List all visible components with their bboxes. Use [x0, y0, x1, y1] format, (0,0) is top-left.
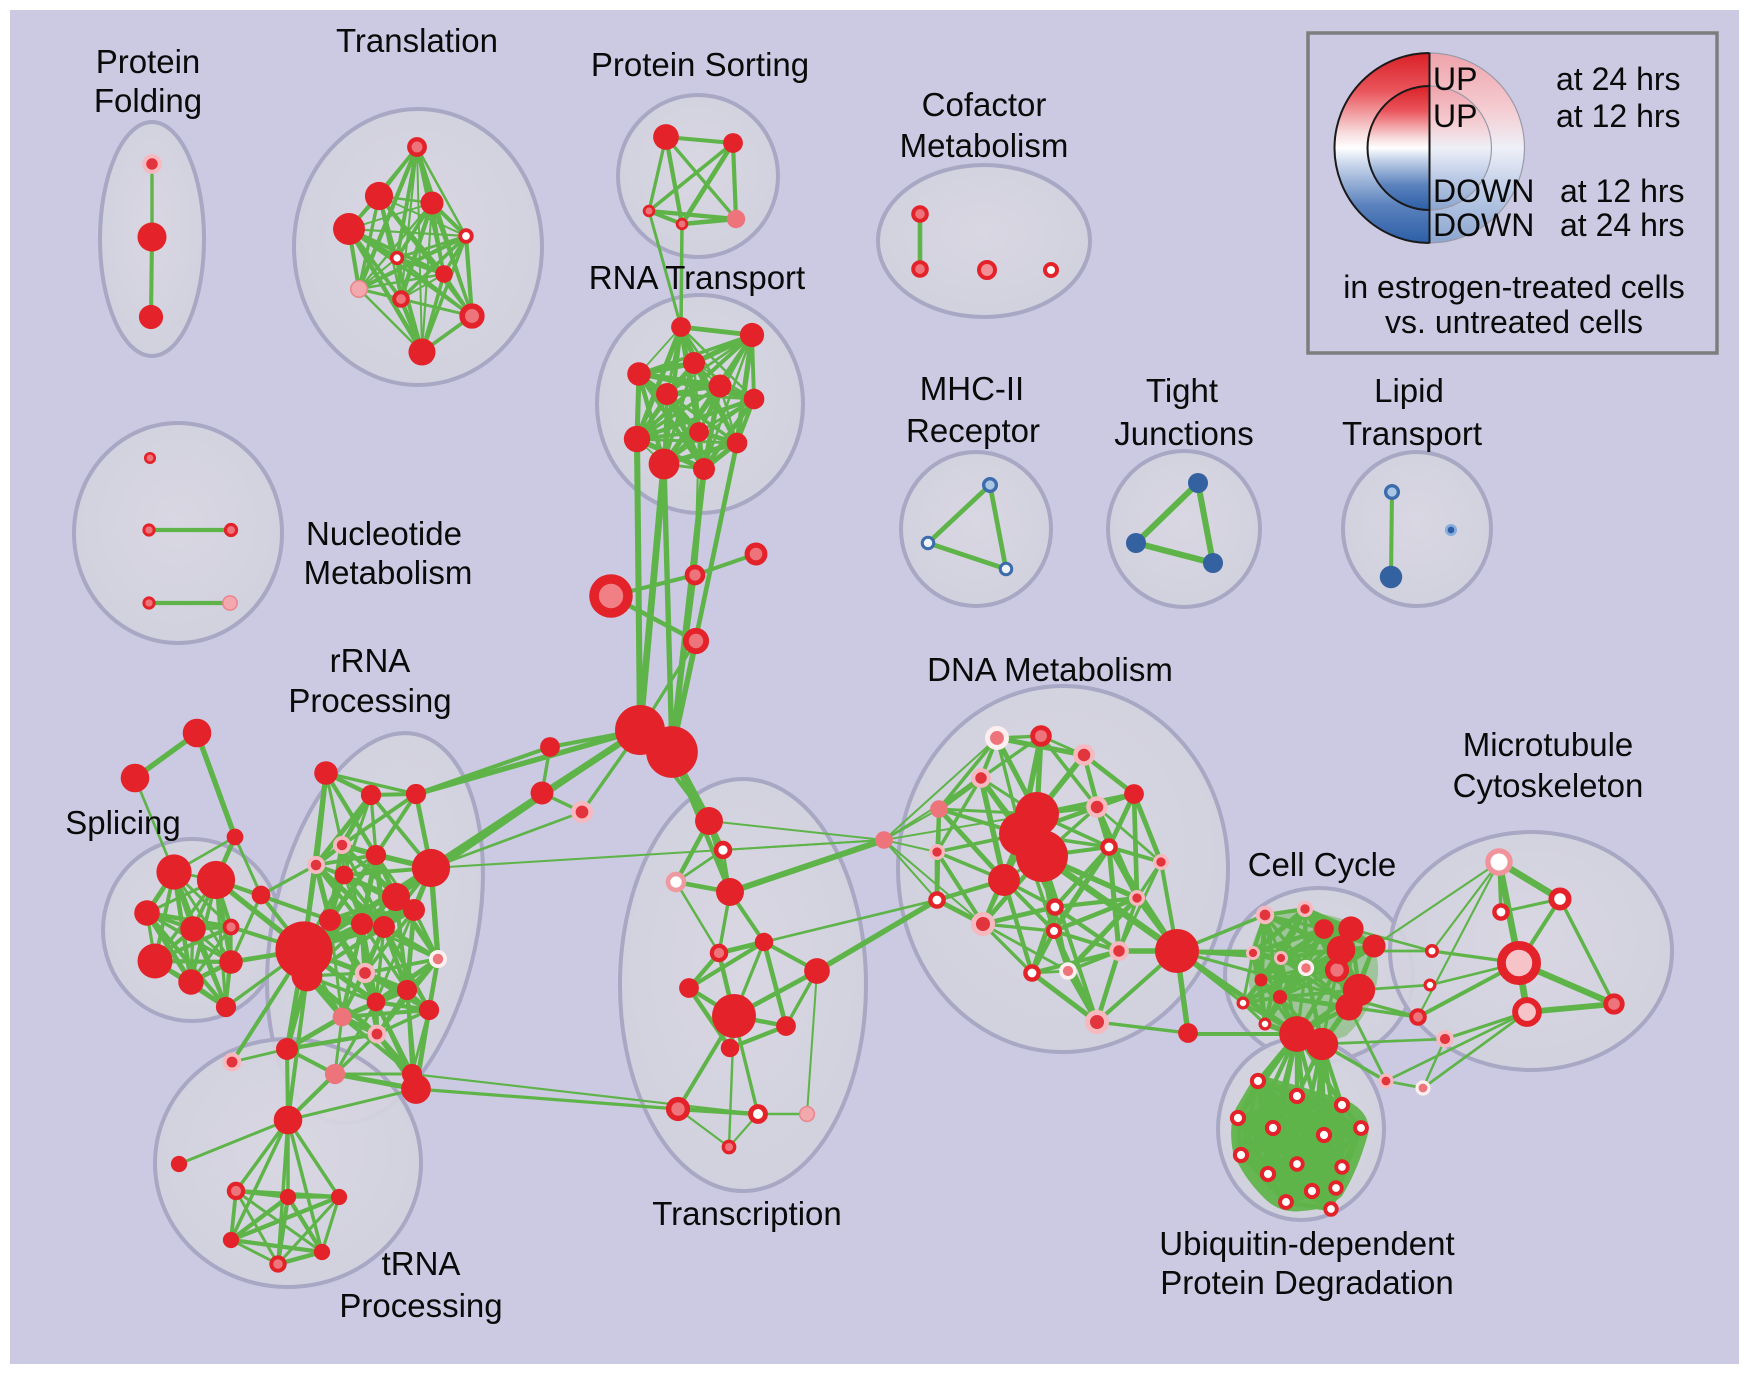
svg-text:at 24 hrs: at 24 hrs — [1560, 207, 1685, 243]
svg-text:Processing: Processing — [339, 1287, 502, 1324]
svg-text:UP: UP — [1433, 61, 1477, 97]
svg-text:vs. untreated cells: vs. untreated cells — [1385, 304, 1643, 340]
svg-text:Transcription: Transcription — [652, 1195, 842, 1232]
svg-text:in estrogen-treated cells: in estrogen-treated cells — [1343, 269, 1685, 305]
svg-text:Microtubule: Microtubule — [1463, 726, 1634, 763]
svg-text:Tight: Tight — [1146, 372, 1218, 409]
svg-text:Nucleotide: Nucleotide — [306, 515, 462, 552]
svg-text:Metabolism: Metabolism — [304, 554, 473, 591]
svg-text:RNA Transport: RNA Transport — [589, 259, 805, 296]
svg-text:Protein: Protein — [96, 43, 201, 80]
svg-text:DNA Metabolism: DNA Metabolism — [927, 651, 1173, 688]
svg-text:Cofactor: Cofactor — [922, 86, 1047, 123]
svg-text:Cell Cycle: Cell Cycle — [1248, 846, 1397, 883]
svg-text:Splicing: Splicing — [65, 804, 181, 841]
svg-text:at 12 hrs: at 12 hrs — [1560, 173, 1685, 209]
svg-text:DOWN: DOWN — [1433, 207, 1534, 243]
svg-text:UP: UP — [1433, 98, 1477, 134]
svg-text:Processing: Processing — [288, 682, 451, 719]
svg-text:Junctions: Junctions — [1114, 415, 1253, 452]
svg-text:at 24 hrs: at 24 hrs — [1556, 61, 1681, 97]
svg-text:at 12 hrs: at 12 hrs — [1556, 98, 1681, 134]
svg-text:Protein Sorting: Protein Sorting — [591, 46, 809, 83]
svg-text:Lipid: Lipid — [1374, 372, 1444, 409]
svg-text:rRNA: rRNA — [330, 642, 411, 679]
svg-text:Folding: Folding — [94, 82, 202, 119]
svg-text:DOWN: DOWN — [1433, 173, 1534, 209]
svg-text:MHC-II: MHC-II — [920, 370, 1024, 407]
svg-text:Metabolism: Metabolism — [900, 127, 1069, 164]
svg-text:Cytoskeleton: Cytoskeleton — [1453, 767, 1644, 804]
svg-text:Ubiquitin-dependent: Ubiquitin-dependent — [1159, 1225, 1454, 1262]
svg-text:Receptor: Receptor — [906, 412, 1040, 449]
svg-text:Transport: Transport — [1342, 415, 1482, 452]
svg-text:tRNA: tRNA — [382, 1245, 461, 1282]
svg-text:Translation: Translation — [336, 22, 498, 59]
svg-text:Protein Degradation: Protein Degradation — [1160, 1264, 1454, 1301]
